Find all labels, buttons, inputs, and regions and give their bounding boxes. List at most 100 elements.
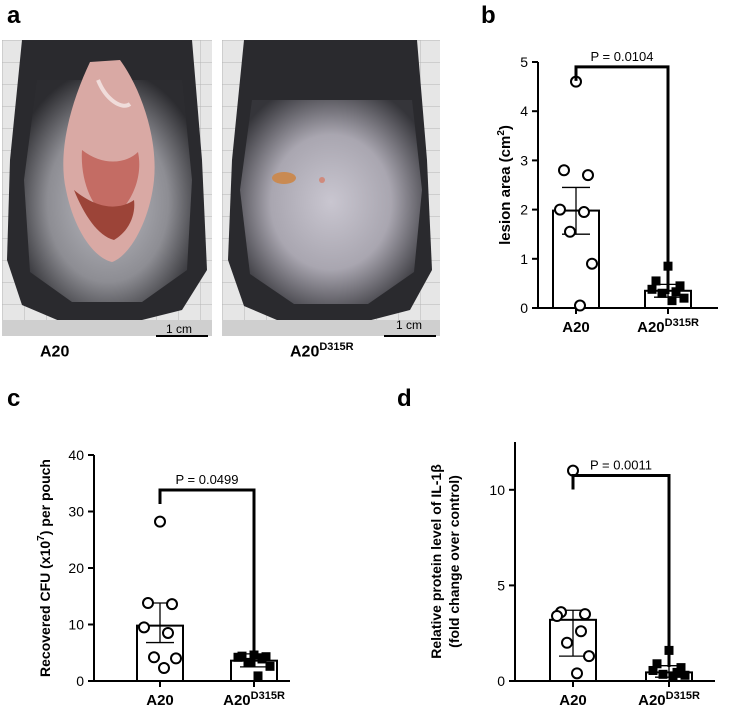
chart-c-ytick-label: 30 xyxy=(68,504,84,520)
chart-c-xlabel-main-1: A20 xyxy=(223,692,251,709)
chart-b-point xyxy=(586,257,598,270)
chart-b-xlabel-1: A20D315R xyxy=(637,317,699,336)
chart-b-point xyxy=(574,299,586,312)
chart-c-ylabel-main: Recovered CFU (x10 xyxy=(37,541,53,677)
chart-d-significance-bracket xyxy=(571,473,671,667)
chart-c-point xyxy=(148,651,160,664)
chart-d-ytick-label: 10 xyxy=(489,482,505,498)
chart-b-point xyxy=(671,287,681,297)
chart-d-xlabel-main-0: A20 xyxy=(559,692,587,709)
chart-b-xlabel-main-1: A20 xyxy=(637,319,665,336)
chart-d-ylabel-line2: (fold change over control) xyxy=(446,475,462,648)
chart-b-ytick-label: 1 xyxy=(520,251,528,267)
chart-d-point xyxy=(551,609,563,622)
chart-c-point xyxy=(158,662,170,675)
chart-b-point xyxy=(647,284,657,294)
chart-d-point xyxy=(658,669,668,679)
chart-c-significance-bracket xyxy=(158,488,256,667)
chart-d-point xyxy=(571,667,583,680)
chart-c-ylabel-end: ) per pouch xyxy=(37,459,53,535)
chart-d-xlabel-sup-1: D315R xyxy=(666,690,700,702)
scale-label-2: 1 cm xyxy=(396,318,423,332)
chart-c-point xyxy=(253,671,263,681)
chart-c-point xyxy=(265,661,275,671)
chart-c-xlabel-sup-1: D315R xyxy=(251,690,285,702)
chart-b-ytick-label: 2 xyxy=(520,202,528,218)
chart-b-ylabel-main: lesion area (cm xyxy=(497,136,514,245)
mouse-photo-a20-d315r xyxy=(222,40,440,336)
chart-b-pvalue: P = 0.0104 xyxy=(590,49,653,64)
chart-d-point xyxy=(680,670,690,680)
photo-label-a20-d315r-sup: D315R xyxy=(319,341,354,353)
chart-c-ytick-label: 10 xyxy=(68,617,84,633)
chart-b-point xyxy=(675,281,685,291)
chart-d-xlabel-1: A20D315R xyxy=(638,690,700,709)
chart-c-point xyxy=(138,621,150,634)
chart-b-point xyxy=(558,164,570,177)
chart-b-xlabel-main-0: A20 xyxy=(562,319,590,336)
chart-b-point xyxy=(667,296,677,306)
photo-label-a20-text: A20 xyxy=(40,343,70,361)
chart-d-ylabel: Relative protein level of IL-1β xyxy=(428,464,444,659)
chart-b-point xyxy=(657,288,667,298)
chart-b-xlabel-0: A20 xyxy=(562,319,590,336)
chart-b-point xyxy=(582,169,594,182)
panel-letter-c: c xyxy=(7,385,21,412)
panel-letter-a: a xyxy=(7,2,21,29)
chart-d-il1b: 0 5 10 Relative protein level of IL-1β (fold… xyxy=(428,442,715,709)
scale-bar-1 xyxy=(156,335,208,337)
chart-d-point xyxy=(575,625,587,638)
chart-d-point xyxy=(579,608,591,621)
scale-label-1: 1 cm xyxy=(166,322,193,336)
chart-b-point xyxy=(651,276,661,286)
chart-c-xlabel-0: A20 xyxy=(146,692,174,709)
chart-c-xlabel-1: A20D315R xyxy=(223,690,285,709)
mouse-photo-a20 xyxy=(2,40,212,336)
photo-label-a20-d315r: A20D315R xyxy=(290,341,354,361)
panel-letter-d: d xyxy=(397,385,412,412)
chart-d-point xyxy=(668,671,678,681)
chart-d-pvalue: P = 0.0011 xyxy=(590,457,652,472)
chart-c-recovered-cfu: 0 10 20 30 40 Recovered CFU (x107) per pouch A… xyxy=(36,447,290,709)
chart-c-point xyxy=(154,515,166,528)
chart-c-ytick-label: 0 xyxy=(76,673,84,689)
chart-d-ytick-label: 0 xyxy=(497,673,505,689)
chart-b-point xyxy=(578,206,590,219)
chart-b-ytick-label: 0 xyxy=(520,300,528,316)
chart-d-xlabel-0: A20 xyxy=(559,692,587,709)
chart-c-point xyxy=(233,652,243,662)
chart-d-point xyxy=(652,659,662,669)
chart-c-point xyxy=(142,597,154,610)
chart-b-significance-bracket xyxy=(574,65,670,294)
panel-letter-b: b xyxy=(481,2,496,29)
chart-b-ytick-label: 5 xyxy=(520,54,528,70)
chart-b-point xyxy=(554,203,566,216)
chart-b-ylabel: lesion area (cm2) xyxy=(496,125,514,245)
chart-b-ylabel-sup: 2 xyxy=(496,130,507,136)
chart-b-xlabel-sup-1: D315R xyxy=(665,317,699,329)
photo-label-a20: A20 xyxy=(40,341,69,361)
photo-label-a20-d315r-text: A20 xyxy=(290,343,320,361)
chart-c-pvalue: P = 0.0499 xyxy=(175,472,238,487)
scale-bar-2 xyxy=(384,335,436,337)
chart-d-point xyxy=(648,665,658,675)
chart-b-ytick-label: 3 xyxy=(520,152,528,168)
chart-d-point xyxy=(561,636,573,649)
chart-b-ytick-label: 4 xyxy=(520,103,528,119)
chart-b-point xyxy=(564,225,576,238)
chart-d-xlabel-main-1: A20 xyxy=(638,692,666,709)
chart-c-point xyxy=(170,652,182,665)
chart-c-ylabel-sup: 7 xyxy=(36,535,47,541)
chart-c-ytick-label: 20 xyxy=(68,560,84,576)
chart-b-point xyxy=(679,293,689,303)
chart-c-point xyxy=(166,598,178,611)
chart-c-ylabel: Recovered CFU (x107) per pouch xyxy=(36,459,53,677)
chart-c-point xyxy=(162,626,174,639)
chart-b-ylabel-end: ) xyxy=(497,125,514,130)
chart-d-point xyxy=(676,663,686,673)
chart-c-ytick-label: 40 xyxy=(68,447,84,463)
chart-d-point xyxy=(583,650,595,663)
chart-c-point xyxy=(257,654,267,664)
chart-c-point xyxy=(243,657,253,667)
